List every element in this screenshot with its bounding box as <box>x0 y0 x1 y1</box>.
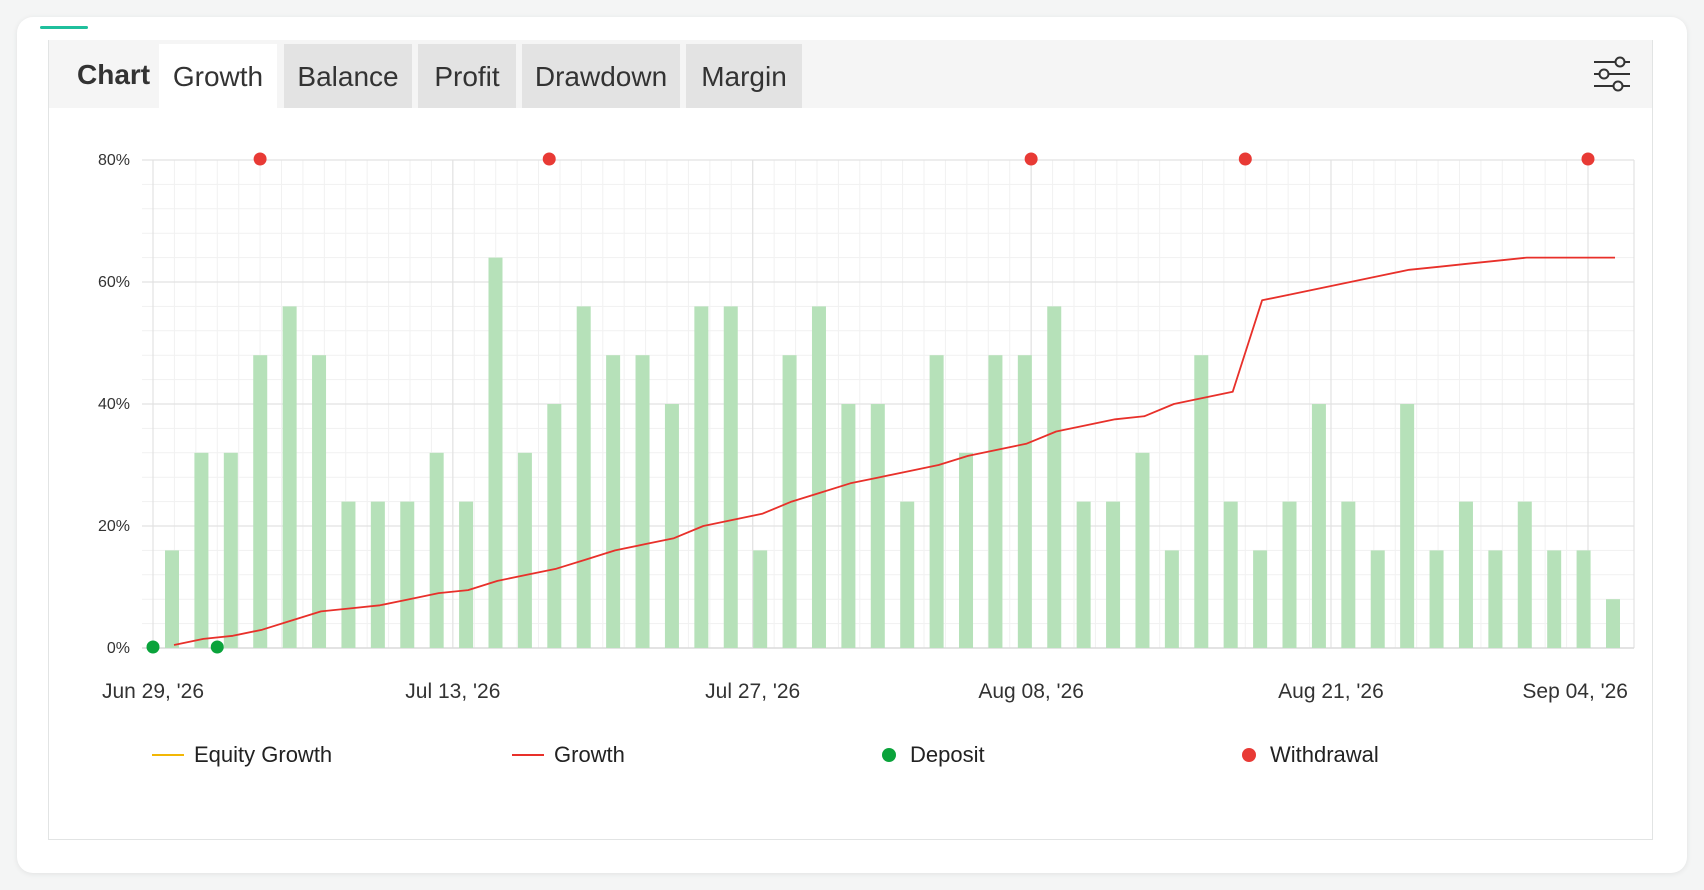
deposit-marker <box>210 640 224 654</box>
equity-growth-bar <box>547 404 562 648</box>
x-tick-label: Aug 21, '26 <box>1278 680 1384 703</box>
equity-growth-bar <box>253 355 268 648</box>
legend-equity-growth[interactable]: Equity Growth <box>152 740 332 770</box>
equity-growth-bar <box>370 501 385 648</box>
x-tick-label: Aug 08, '26 <box>978 680 1084 703</box>
legend-deposit[interactable]: Deposit <box>882 740 985 770</box>
equity-growth-bar <box>1164 550 1179 648</box>
equity-growth-bar <box>459 501 474 648</box>
equity-growth-bar <box>1311 404 1326 648</box>
withdrawal-marker <box>542 152 556 166</box>
equity-growth-bar <box>341 501 356 648</box>
equity-growth-bar <box>1341 501 1356 648</box>
equity-growth-bar <box>576 306 591 648</box>
equity-growth-bar <box>723 306 738 648</box>
equity-growth-bar <box>635 355 650 648</box>
y-tick-label: 40% <box>98 396 130 413</box>
withdrawal-marker <box>1024 152 1038 166</box>
equity-growth-bar <box>1606 599 1620 648</box>
equity-growth-bar <box>1400 404 1415 648</box>
equity-growth-bar <box>312 355 327 648</box>
legend-withdrawal[interactable]: Withdrawal <box>1242 740 1379 770</box>
sliders-icon[interactable] <box>1590 52 1634 96</box>
legend-label-deposit: Deposit <box>910 742 985 767</box>
equity-growth-bar <box>1576 550 1591 648</box>
equity-growth-bar <box>1047 306 1062 648</box>
x-tick-label: Jul 13, '26 <box>405 680 500 703</box>
tab-profit[interactable]: Profit <box>418 44 516 108</box>
legend-swatch-deposit <box>882 748 896 762</box>
equity-growth-bar <box>988 355 1003 648</box>
equity-growth-bar <box>194 452 209 648</box>
equity-growth-bar <box>606 355 621 648</box>
equity-growth-bar <box>1253 550 1268 648</box>
tab-growth[interactable]: Growth <box>159 44 277 108</box>
accent-indicator <box>40 26 88 29</box>
growth-line <box>173 256 1615 646</box>
growth-chart-svg: 0% 20% 40% 60% 80% Jun 29, '26 Jul 13, '26 Jul … <box>98 152 1635 703</box>
equity-growth-bar <box>223 452 238 648</box>
equity-growth-bar <box>1106 501 1121 648</box>
equity-growth-bar <box>753 550 768 648</box>
equity-growth-bar <box>870 404 885 648</box>
equity-growth-bar <box>1429 550 1444 648</box>
equity-growth-bar <box>841 404 856 648</box>
equity-growth-bar <box>517 452 532 648</box>
equity-growth-bar <box>1517 501 1532 648</box>
tab-drawdown[interactable]: Drawdown <box>522 44 680 108</box>
x-tick-label: Jun 29, '26 <box>102 680 204 703</box>
y-tick-label: 0% <box>107 640 130 657</box>
withdrawal-marker <box>1238 152 1252 166</box>
equity-growth-bar <box>664 404 679 648</box>
withdrawal-marker <box>253 152 267 166</box>
equity-growth-bar <box>811 306 826 648</box>
x-tick-label: Jul 27, '26 <box>705 680 800 703</box>
equity-growth-bar <box>400 501 415 648</box>
legend-swatch-growth <box>512 754 544 756</box>
equity-growth-bar <box>694 306 709 648</box>
equity-growth-bar <box>429 452 444 648</box>
equity-growth-bar <box>1488 550 1503 648</box>
equity-growth-bar <box>1076 501 1091 648</box>
chart-tab-bar: Chart Growth Balance Profit Drawdown Mar… <box>48 40 1653 108</box>
equity-growth-bar <box>488 257 503 648</box>
x-tick-label: Sep 04, '26 <box>1522 680 1628 703</box>
legend-swatch-withdrawal <box>1242 748 1256 762</box>
equity-growth-bar <box>959 452 974 648</box>
equity-growth-bar <box>282 306 297 648</box>
legend-label-equity: Equity Growth <box>194 742 333 767</box>
y-tick-label: 20% <box>98 518 130 535</box>
legend-label-growth: Growth <box>554 742 625 767</box>
chart-panel <box>48 40 1653 840</box>
y-tick-label: 60% <box>98 274 130 291</box>
equity-growth-bar <box>1370 550 1385 648</box>
legend-growth[interactable]: Growth <box>512 740 625 770</box>
equity-growth-bar <box>1194 355 1209 648</box>
tab-margin[interactable]: Margin <box>686 44 802 108</box>
equity-growth-bar <box>1458 501 1473 648</box>
equity-growth-bar <box>929 355 944 648</box>
equity-growth-bar <box>1017 355 1032 648</box>
deposit-marker <box>146 640 160 654</box>
withdrawal-marker <box>1581 152 1595 166</box>
equity-growth-bar <box>1223 501 1238 648</box>
tab-balance[interactable]: Balance <box>284 44 412 108</box>
growth-chart: 0% 20% 40% 60% 80% Jun 29, '26 Jul 13, '26 Jul … <box>48 108 1653 708</box>
equity-growth-bar <box>165 550 179 648</box>
y-tick-label: 80% <box>98 152 130 169</box>
legend-swatch-equity <box>152 754 184 756</box>
equity-growth-bar <box>1547 550 1562 648</box>
equity-growth-bar <box>1135 452 1150 648</box>
legend-label-withdrawal: Withdrawal <box>1270 742 1379 767</box>
equity-growth-bar <box>1282 501 1297 648</box>
equity-growth-bar <box>900 501 915 648</box>
tab-bar-title: Chart <box>77 59 151 90</box>
